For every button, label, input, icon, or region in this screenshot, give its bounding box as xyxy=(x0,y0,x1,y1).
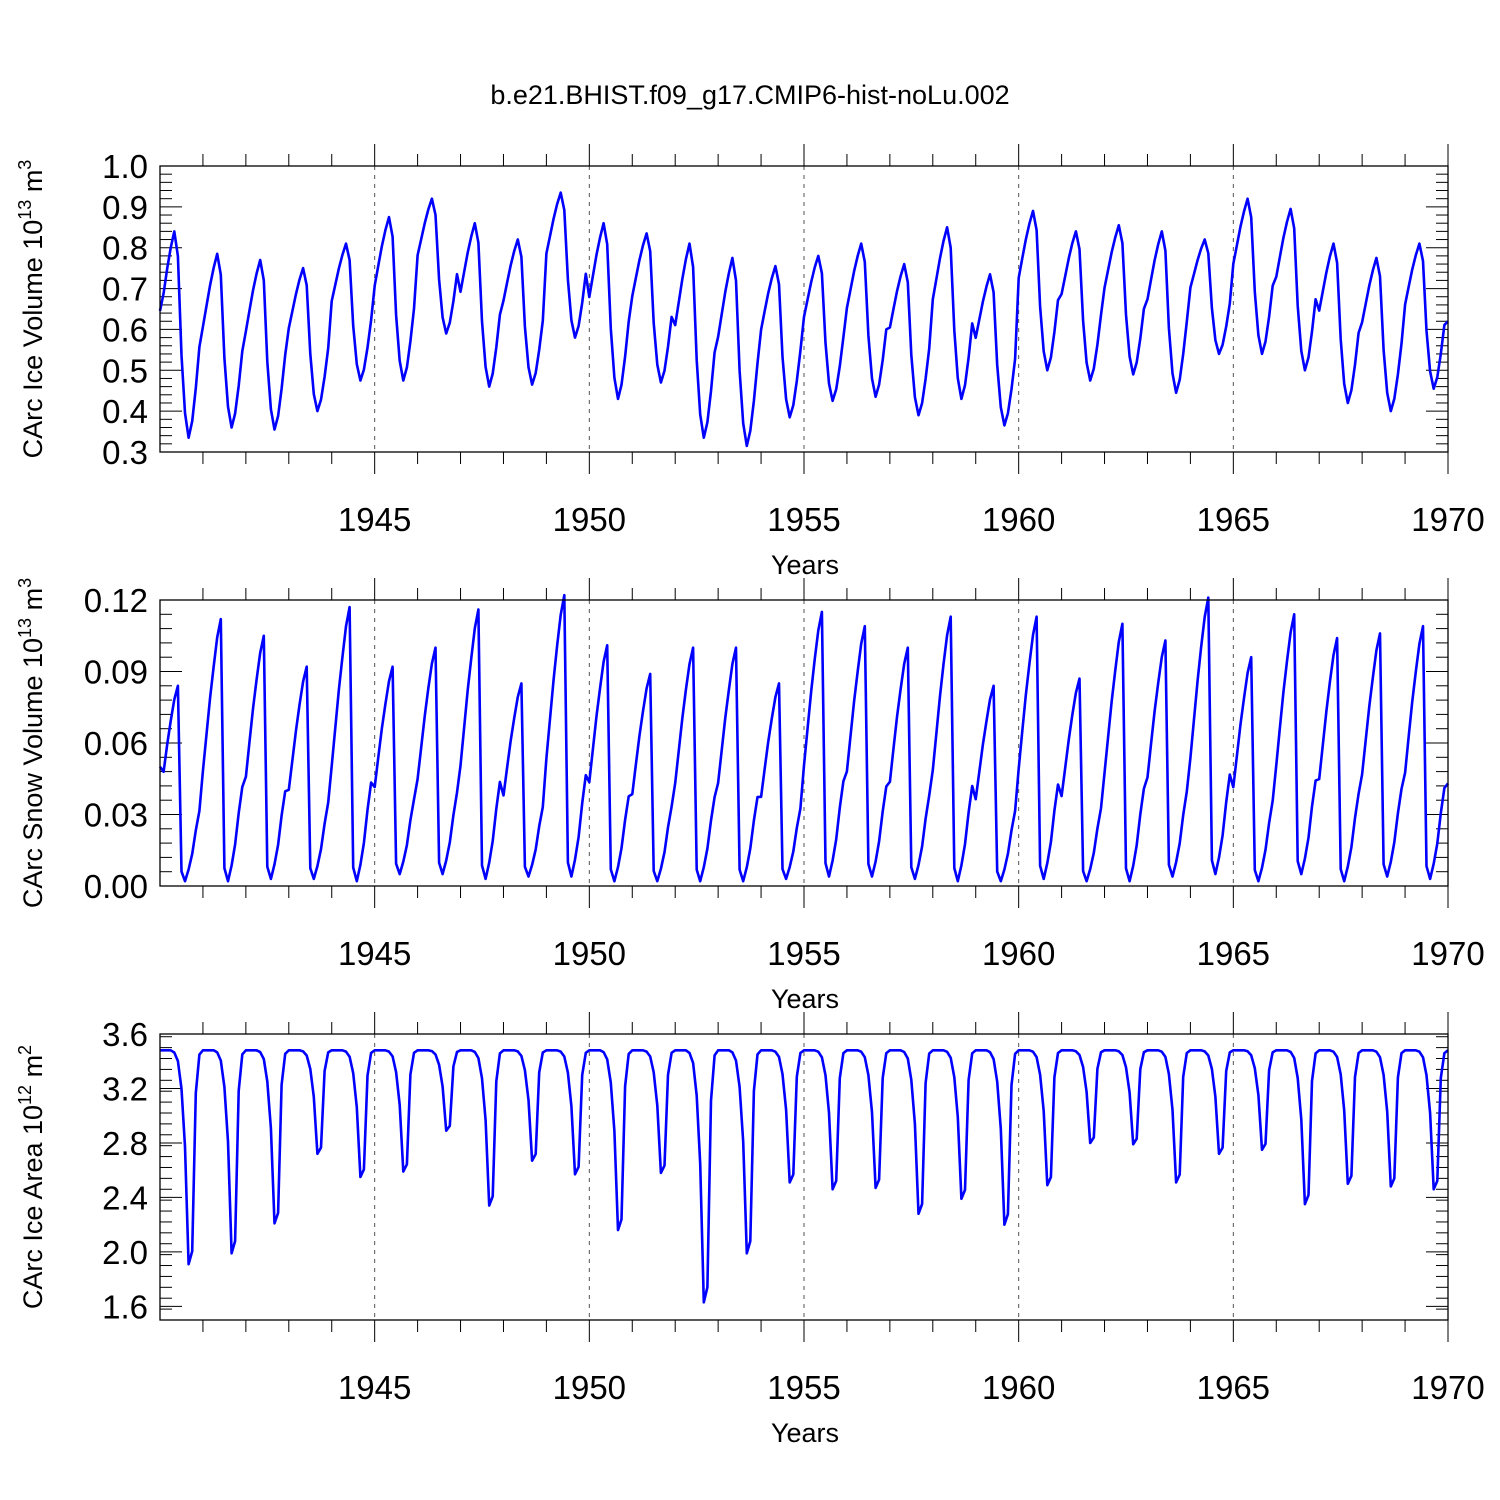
x-axis-title: Years xyxy=(771,550,839,580)
chart-panel-snow-volume: 0.00 0.03 0.06 0.09 0.12 1945 1950 1955 1960 1965… xyxy=(15,578,1485,1014)
x-tick-label: 1970 xyxy=(1411,501,1484,538)
figure-title: b.e21.BHIST.f09_g17.CMIP6-hist-noLu.002 xyxy=(490,80,1009,110)
y-tick-label: 0.6 xyxy=(102,311,148,348)
y-tick-label: 0.8 xyxy=(102,230,148,267)
y-tick-label: 2.4 xyxy=(102,1179,148,1216)
x-tick-label: 1960 xyxy=(982,935,1055,972)
y-tick-label: 0.03 xyxy=(84,797,148,834)
x-tick-label: 1950 xyxy=(553,935,626,972)
x-tick-label: 1960 xyxy=(982,1369,1055,1406)
plot-frame xyxy=(159,1033,1449,1321)
x-tick-label: 1950 xyxy=(553,1369,626,1406)
y-axis-title: CArc Ice Volume 1013 m3 xyxy=(15,160,48,459)
x-tick-label: 1965 xyxy=(1197,501,1270,538)
y-tick-label: 3.6 xyxy=(102,1016,148,1053)
y-tick-label: 0.12 xyxy=(84,582,148,619)
y-tick-label: 0.9 xyxy=(102,189,148,226)
series-line-snow-volume xyxy=(158,593,1450,883)
y-tick-label: 0.09 xyxy=(84,654,148,691)
y-tick-label: 1.6 xyxy=(102,1288,148,1325)
chart-panel-ice-area: 1.6 2.0 2.4 2.8 3.2 3.6 1945 1950 1955 1960 1965 19… xyxy=(15,1012,1485,1448)
y-tick-label: 0.3 xyxy=(102,434,148,471)
x-tick-label: 1945 xyxy=(338,501,411,538)
plot-frame xyxy=(159,599,1449,887)
x-axis-title: Years xyxy=(771,1418,839,1448)
y-axis-title: CArc Ice Area 1012 m2 xyxy=(15,1045,48,1309)
y-axis-title: CArc Snow Volume 1013 m3 xyxy=(15,578,48,908)
x-tick-label: 1955 xyxy=(767,501,840,538)
x-tick-label: 1945 xyxy=(338,1369,411,1406)
x-tick-label: 1960 xyxy=(982,501,1055,538)
series-line-ice-volume xyxy=(158,191,1449,448)
x-tick-label: 1955 xyxy=(767,1369,840,1406)
x-tick-label: 1970 xyxy=(1411,935,1484,972)
y-tick-label: 0.00 xyxy=(84,868,148,905)
x-tick-label: 1970 xyxy=(1411,1369,1484,1406)
series-line-ice-area xyxy=(160,1049,1449,1304)
x-tick-label: 1965 xyxy=(1197,1369,1270,1406)
y-tick-label: 0.4 xyxy=(102,393,148,430)
y-tick-label: 1.0 xyxy=(102,148,148,185)
y-tick-label: 2.8 xyxy=(102,1125,148,1162)
y-tick-label: 0.5 xyxy=(102,352,148,389)
x-axis-title: Years xyxy=(771,984,839,1014)
y-tick-label: 0.7 xyxy=(102,271,148,308)
chart-panel-ice-volume: 0.3 0.4 0.5 0.60.7 0.8 0.9 1.0 1945 1950 1955 1960… xyxy=(15,144,1485,580)
x-tick-label: 1945 xyxy=(338,935,411,972)
y-tick-label: 3.2 xyxy=(102,1070,148,1107)
y-tick-label: 0.06 xyxy=(84,725,148,762)
x-tick-label: 1955 xyxy=(767,935,840,972)
x-tick-label: 1950 xyxy=(553,501,626,538)
plot-frame xyxy=(159,165,1449,453)
y-tick-label: 2.0 xyxy=(102,1234,148,1271)
x-tick-label: 1965 xyxy=(1197,935,1270,972)
